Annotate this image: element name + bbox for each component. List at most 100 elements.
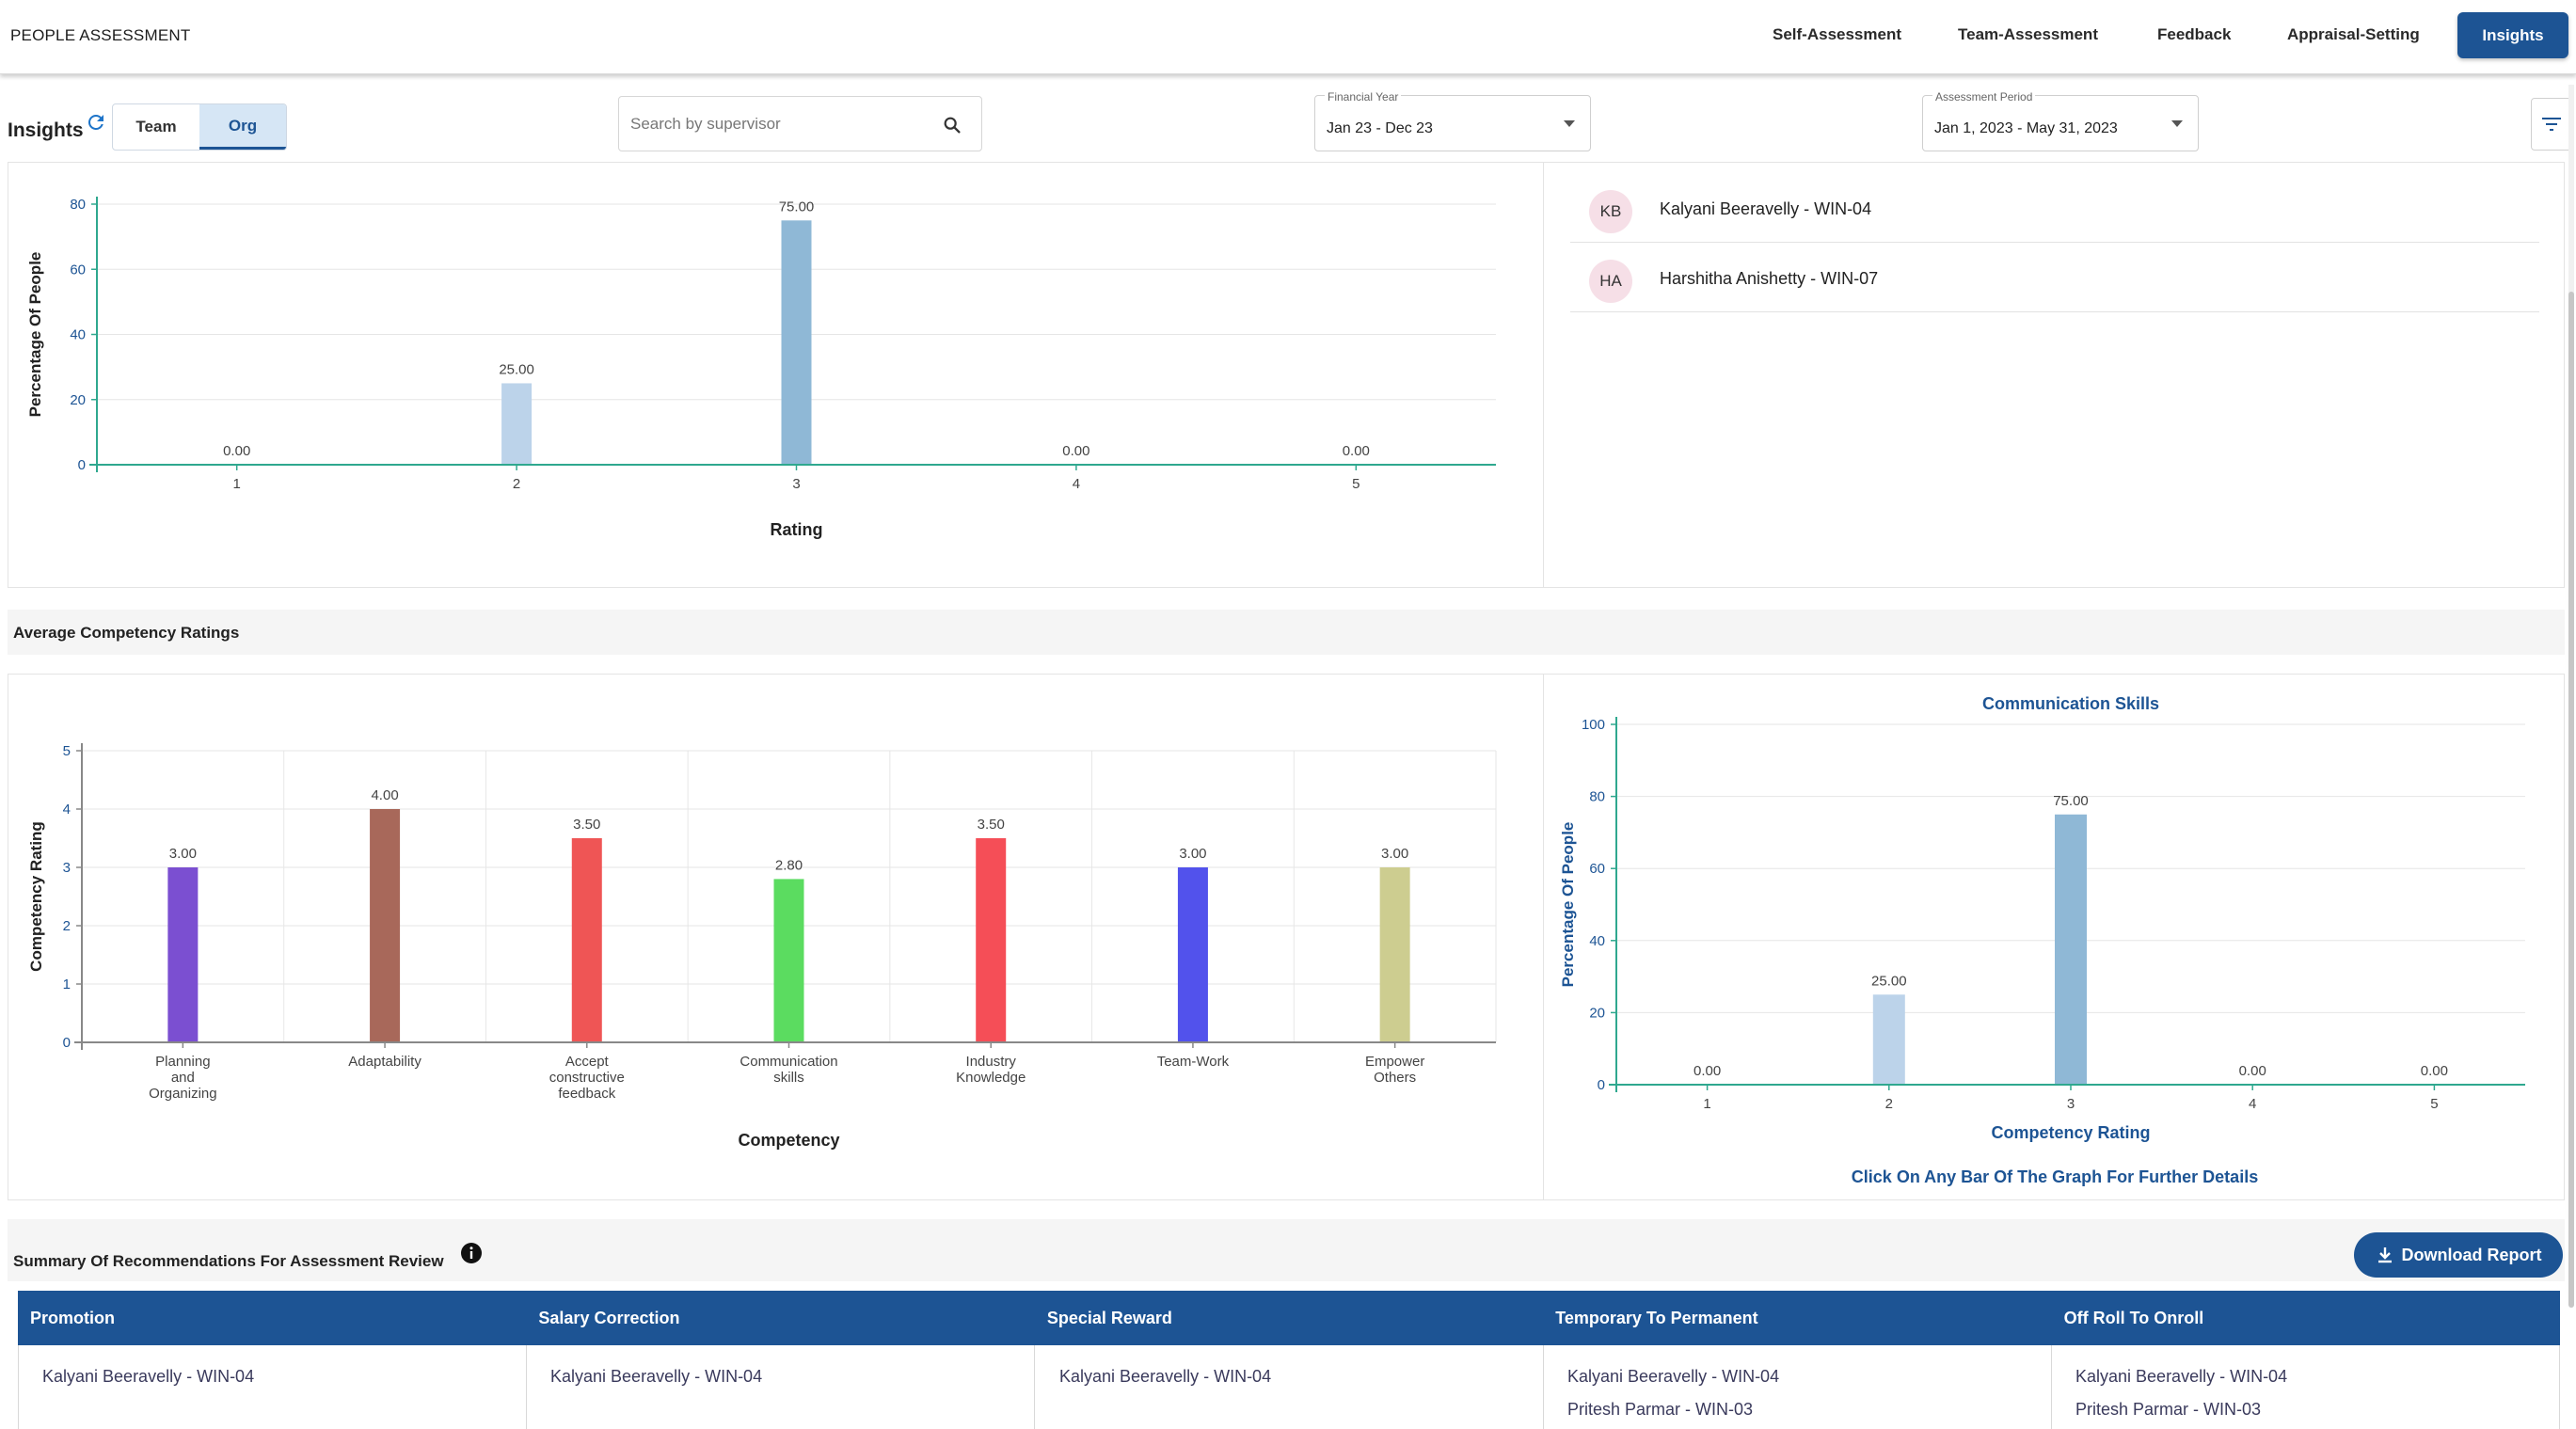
table-column-divider — [1543, 1345, 1544, 1429]
toggle-team[interactable]: Team — [135, 118, 177, 135]
chart-bar — [370, 809, 401, 1042]
y-axis-title: Competency Rating — [27, 821, 45, 972]
table-cell: Kalyani Beeravelly - WIN-04 — [1059, 1367, 1272, 1386]
list-item[interactable]: KB Kalyani Beeravelly - WIN-04 — [1570, 173, 2539, 243]
communication-skills-chart: 0 20 40 60 80 100 0.00 1 25.00 2 75.00 3 0.00 4 0.00 5 C… — [1559, 694, 2525, 1142]
data-label: 3.00 — [1381, 846, 1408, 862]
filter-icon — [2542, 118, 2561, 131]
toggle-org[interactable]: Org — [199, 104, 286, 150]
y-tick-label: 3 — [63, 860, 71, 876]
competency-section-title: Average Competency Ratings — [13, 624, 240, 642]
chevron-down-icon — [1564, 120, 1575, 127]
panel-divider — [1543, 674, 1544, 1200]
data-label: 0.00 — [1343, 443, 1370, 459]
download-report-button[interactable]: Download Report — [2354, 1232, 2563, 1278]
x-tick-label: Others — [1374, 1070, 1416, 1086]
list-item[interactable]: HA Harshitha Anishetty - WIN-07 — [1570, 243, 2539, 312]
chart-bar — [1872, 994, 1905, 1085]
y-tick-label: 80 — [70, 197, 86, 213]
y-tick-label: 0 — [1598, 1077, 1605, 1093]
y-tick-label: 5 — [63, 743, 71, 759]
x-tick-label: 1 — [233, 476, 241, 492]
y-tick-label: 40 — [1589, 933, 1605, 949]
data-label: 3.50 — [573, 817, 600, 833]
nav-team-assessment[interactable]: Team-Assessment — [1958, 25, 2098, 43]
top-navigation-bar: PEOPLE ASSESSMENT Self-Assessment Team-A… — [0, 0, 2576, 74]
chart-bar — [2055, 814, 2087, 1085]
column-header-promotion: Promotion — [30, 1308, 115, 1327]
column-header-off-roll-to-onroll: Off Roll To Onroll — [2063, 1308, 2204, 1327]
rating-distribution-chart: 0 20 40 60 80 0.00 1 25.00 2 75.00 3 0.00 4 0.00 5 Rati… — [26, 197, 1496, 539]
data-label: 25.00 — [1871, 973, 1907, 989]
nav-self-assessment[interactable]: Self-Assessment — [1773, 25, 1902, 43]
x-tick-label: Team-Work — [1157, 1054, 1230, 1070]
y-tick-label: 1 — [63, 976, 71, 992]
page-scrollbar[interactable] — [2568, 85, 2574, 1308]
nav-appraisal-setting[interactable]: Appraisal-Setting — [2287, 25, 2420, 43]
x-tick-label: Adaptability — [348, 1054, 421, 1070]
search-input[interactable] — [630, 112, 931, 136]
data-label: 3.50 — [978, 817, 1005, 833]
filter-button[interactable] — [2531, 98, 2572, 151]
chart-bar — [501, 383, 533, 465]
data-label: 0.00 — [223, 443, 250, 459]
table-column-divider — [526, 1345, 527, 1429]
scrollbar-thumb[interactable] — [2568, 292, 2574, 1308]
nav-feedback[interactable]: Feedback — [2157, 25, 2232, 43]
supervisor-search — [618, 96, 982, 151]
x-tick-label: 2 — [1885, 1096, 1893, 1112]
summary-section-header — [8, 1219, 2565, 1281]
y-tick-label: 60 — [70, 262, 86, 278]
panel-divider — [1543, 162, 1544, 588]
x-axis-title: Rating — [771, 520, 823, 539]
search-icon[interactable] — [942, 115, 962, 135]
app-title: PEOPLE ASSESSMENT — [10, 26, 191, 44]
table-cell: Pritesh Parmar - WIN-03 — [1567, 1400, 1754, 1419]
table-cell: Kalyani Beeravelly - WIN-04 — [550, 1367, 763, 1386]
x-tick-label: 4 — [2249, 1096, 2256, 1112]
table-column-divider — [2559, 1345, 2560, 1429]
financial-year-label: Financial Year — [1325, 90, 1402, 103]
x-tick-label: 3 — [792, 476, 800, 492]
x-tick-label: 3 — [2067, 1096, 2075, 1112]
x-axis-title: Competency Rating — [1991, 1123, 2150, 1142]
column-header-temporary-to-permanent: Temporary To Permanent — [1555, 1308, 1758, 1327]
avatar: HA — [1589, 260, 1632, 303]
nav-insights[interactable]: Insights — [2457, 12, 2568, 58]
x-axis-title: Competency — [738, 1131, 839, 1150]
data-label: 0.00 — [1693, 1063, 1721, 1079]
x-tick-label: 4 — [1073, 476, 1080, 492]
chart-title: Communication Skills — [1982, 694, 2159, 713]
y-tick-label: 4 — [63, 802, 71, 818]
data-label: 3.00 — [169, 846, 197, 862]
y-tick-label: 80 — [1589, 789, 1605, 805]
table-column-divider — [18, 1345, 19, 1429]
x-tick-label: Planning — [155, 1054, 210, 1070]
data-label: 0.00 — [1062, 443, 1089, 459]
recommendations-table-header: Promotion Salary Correction Special Rewa… — [18, 1291, 2560, 1345]
assessment-period-select[interactable]: Assessment Period Jan 1, 2023 - May 31, … — [1922, 90, 2199, 151]
chart-bar — [571, 838, 602, 1042]
chart-bar — [1177, 867, 1208, 1042]
data-label: 0.00 — [2421, 1063, 2448, 1079]
chevron-down-icon — [2171, 120, 2183, 127]
x-tick-label: 5 — [1352, 476, 1360, 492]
download-icon — [2377, 1247, 2392, 1263]
chart-hint: Click On Any Bar Of The Graph For Furthe… — [1851, 1167, 2259, 1186]
x-tick-label: 5 — [2430, 1096, 2438, 1112]
y-tick-label: 0 — [78, 457, 86, 473]
chart-bar — [773, 879, 804, 1042]
table-cell: Kalyani Beeravelly - WIN-04 — [1567, 1367, 1780, 1386]
financial-year-select[interactable]: Financial Year Jan 23 - Dec 23 — [1314, 90, 1591, 151]
data-label: 2.80 — [775, 857, 803, 873]
y-tick-label: 40 — [70, 327, 86, 343]
column-header-salary-correction: Salary Correction — [538, 1308, 680, 1327]
person-name: Kalyani Beeravelly - WIN-04 — [1660, 199, 1872, 218]
x-tick-label: Industry — [966, 1054, 1017, 1070]
chart-bar — [1379, 867, 1410, 1042]
info-icon[interactable] — [460, 1242, 483, 1264]
refresh-icon[interactable] — [85, 111, 107, 134]
data-label: 3.00 — [1179, 846, 1206, 862]
x-tick-label: Communication — [739, 1054, 837, 1070]
